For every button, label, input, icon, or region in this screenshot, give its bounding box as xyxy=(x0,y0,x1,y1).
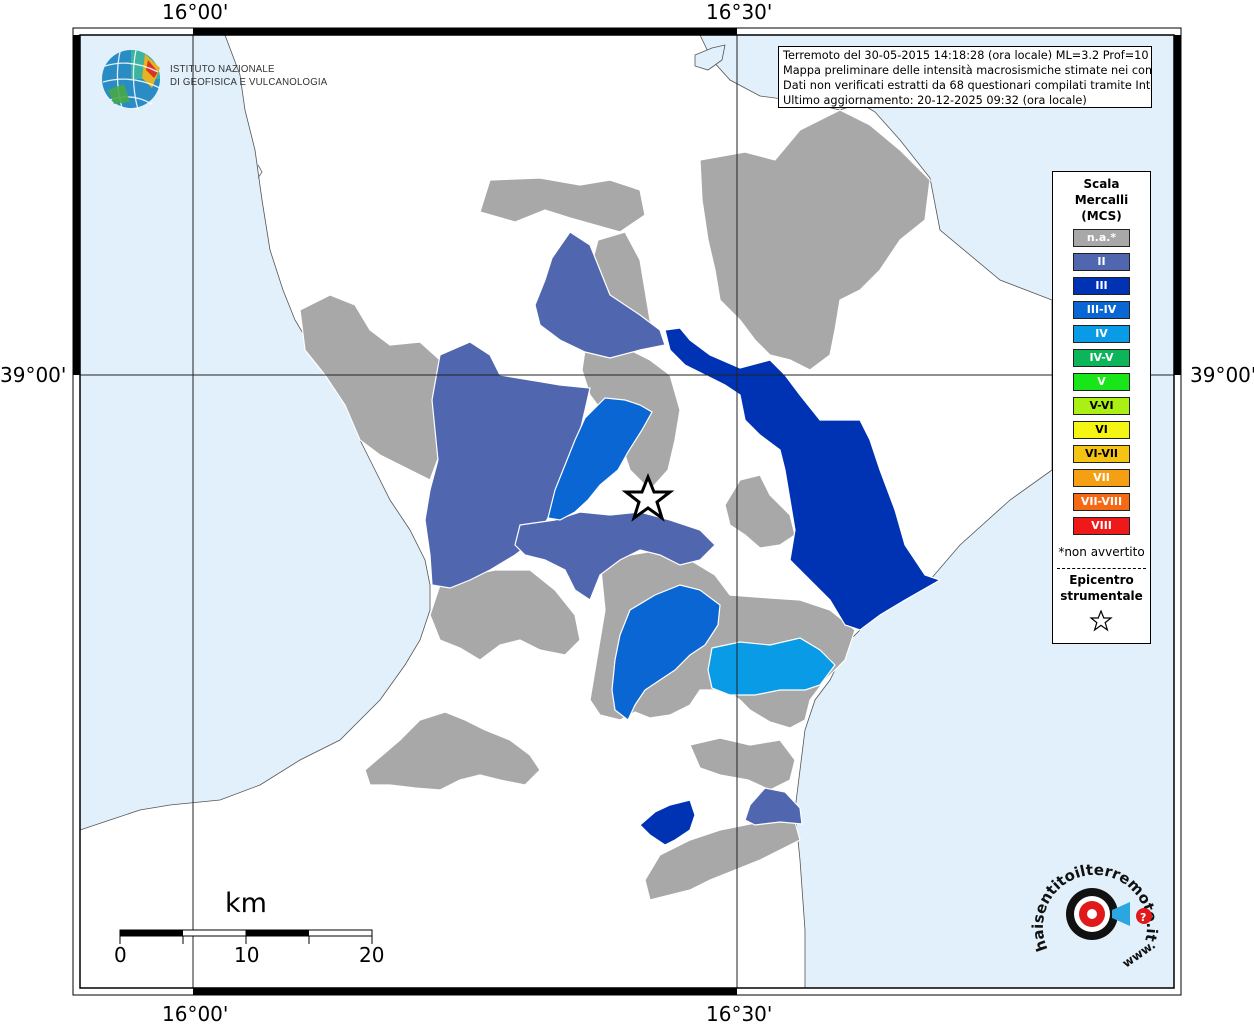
region-III xyxy=(639,799,696,846)
legend-title-line-3: (MCS) xyxy=(1081,209,1122,223)
scale-label-10: 10 xyxy=(234,943,260,967)
legend-title-line-2: Mercalli xyxy=(1074,193,1129,207)
legend-item: VII-VIII xyxy=(1073,493,1130,511)
region-na xyxy=(699,109,931,371)
lon-label-bottom-right: 16°30' xyxy=(706,1002,773,1026)
legend-epi-line-2: strumentale xyxy=(1060,589,1143,603)
legend-note: *non avvertito xyxy=(1058,545,1145,559)
info-line-4: Ultimo aggiornamento: 20-12-2025 09:32 (… xyxy=(783,94,1087,107)
lon-label-top-left: 16°00' xyxy=(162,0,229,24)
haisentito-logo-icon: haisentitoilterremoto.it www. ? xyxy=(1030,861,1160,971)
legend-item: V xyxy=(1073,373,1130,391)
ingv-logo-text: ISTITUTO NAZIONALE DI GEOFISICA E VULCAN… xyxy=(170,63,327,89)
legend-item: VIII xyxy=(1073,517,1130,535)
region-IV xyxy=(707,637,836,696)
legend-separator xyxy=(1057,568,1146,569)
mcs-legend: Scala Mercalli (MCS) n.a.* II III III-IV IV I… xyxy=(1052,171,1151,644)
info-line-1: Terremoto del 30-05-2015 14:18:28 (ora l… xyxy=(783,49,1152,62)
region-na xyxy=(724,474,796,549)
brand-www: www. xyxy=(1120,938,1158,971)
legend-item: VI xyxy=(1073,421,1130,439)
info-line-2: Mappa preliminare delle intensità macros… xyxy=(783,64,1152,77)
ingv-logo-icon xyxy=(102,49,161,111)
svg-text:?: ? xyxy=(1140,911,1146,924)
logo-line-2: DI GEOFISICA E VULCANOLOGIA xyxy=(170,76,328,88)
legend-title: Scala Mercalli (MCS) xyxy=(1053,176,1150,224)
region-II xyxy=(534,231,666,359)
info-line-3: Dati non verificati estratti da 68 quest… xyxy=(783,79,1152,92)
event-info-box: Terremoto del 30-05-2015 14:18:28 (ora l… xyxy=(778,46,1152,108)
scale-label-0: 0 xyxy=(114,943,127,967)
region-III-IV xyxy=(547,397,653,521)
scale-unit: km xyxy=(225,888,267,919)
legend-item: VI-VII xyxy=(1073,445,1130,463)
legend-item: III xyxy=(1073,277,1130,295)
legend-item: VII xyxy=(1073,469,1130,487)
legend-star-icon xyxy=(1089,610,1113,632)
region-na xyxy=(429,569,581,661)
region-III xyxy=(664,327,942,631)
logo-line-1: ISTITUTO NAZIONALE xyxy=(170,63,275,75)
legend-item: II xyxy=(1073,253,1130,271)
region-na xyxy=(364,711,541,791)
legend-item: IV-V xyxy=(1073,349,1130,367)
region-III-IV xyxy=(611,584,721,721)
scale-bar xyxy=(119,929,373,944)
legend-epicenter-label: Epicentro strumentale xyxy=(1053,572,1150,604)
lat-label-right: 39°00' xyxy=(1190,363,1254,387)
lon-label-top-right: 16°30' xyxy=(706,0,773,24)
legend-title-line-1: Scala xyxy=(1083,177,1120,191)
lat-label-left: 39°00' xyxy=(0,363,67,387)
region-II xyxy=(744,787,803,826)
region-na xyxy=(689,737,796,791)
legend-item: n.a.* xyxy=(1073,229,1130,247)
scale-label-20: 20 xyxy=(359,943,385,967)
legend-item: V-VI xyxy=(1073,397,1130,415)
legend-item: III-IV xyxy=(1073,301,1130,319)
legend-epi-line-1: Epicentro xyxy=(1069,573,1134,587)
lon-label-bottom-left: 16°00' xyxy=(162,1002,229,1026)
epicenter-star xyxy=(621,472,675,522)
region-na xyxy=(644,819,801,901)
region-na xyxy=(479,177,646,233)
legend-item: IV xyxy=(1073,325,1130,343)
region-II xyxy=(514,511,716,601)
